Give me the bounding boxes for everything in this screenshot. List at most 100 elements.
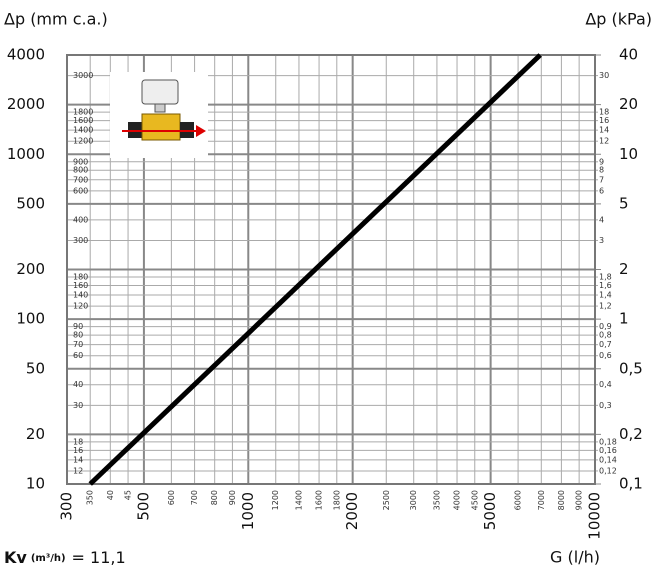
x-tick-label: 2000 <box>343 492 361 530</box>
x-minor-tick-label: 3000 <box>409 490 418 510</box>
y-tick-label: 10 <box>26 475 45 493</box>
icon-arrowhead <box>196 125 206 137</box>
y-minor-tick-label: 14 <box>73 455 83 464</box>
y-minor-tick-label: 12 <box>73 466 83 475</box>
y-minor-tick-label: 1200 <box>73 137 93 146</box>
data-line <box>88 53 542 486</box>
y2-minor-tick-label: 18 <box>599 108 609 117</box>
y2-minor-tick-label: 0,8 <box>599 331 612 340</box>
y-tick-label: 500 <box>16 194 45 212</box>
x-minor-tick-label: 1200 <box>271 490 280 510</box>
y2-minor-tick-label: 1,4 <box>599 291 612 300</box>
x-tick-label: 500 <box>134 492 152 521</box>
y-tick-label: 200 <box>16 260 45 278</box>
x-minor-tick-label: 4500 <box>470 490 479 510</box>
kv-label: Kv <box>4 548 27 567</box>
y-minor-tick-label: 70 <box>73 340 83 349</box>
y-minor-tick-label: 800 <box>73 166 88 175</box>
plot-frame <box>66 54 596 485</box>
x-minor-tick-label: 1400 <box>294 490 303 510</box>
y-minor-tick-label: 18 <box>73 437 83 446</box>
x-minor-tick-label: 1600 <box>315 490 324 510</box>
y-minor-tick-label: 700 <box>73 175 88 184</box>
y-tick-label: 2000 <box>7 95 45 113</box>
x-minor-tick-label: 350 <box>86 490 95 505</box>
y-tick-label: 100 <box>16 310 45 328</box>
y2-axis-label: Δp (kPa) <box>585 10 652 29</box>
y2-minor-tick-label: 0,6 <box>599 351 612 360</box>
y2-minor-tick-label: 0,4 <box>599 380 612 389</box>
y2-minor-tick-label: 1,2 <box>599 302 612 311</box>
y2-tick-label: 0,2 <box>619 425 643 443</box>
y2-minor-tick-label: 0,12 <box>599 466 617 475</box>
x-minor-tick-label: 3500 <box>432 490 441 510</box>
y2-minor-tick-label: 4 <box>599 215 604 224</box>
y-tick-label: 50 <box>26 359 45 377</box>
y2-minor-tick-label: 9 <box>599 157 604 166</box>
y2-minor-tick-label: 0,16 <box>599 446 617 455</box>
x-minor-tick-label: 4000 <box>453 490 462 510</box>
x-minor-tick-label: 700 <box>190 490 199 505</box>
y-tick-label: 4000 <box>7 46 45 64</box>
x-axis-label: G (l/h) <box>550 548 600 567</box>
y-minor-tick-label: 90 <box>73 322 83 331</box>
x-minor-tick-label: 600 <box>167 490 176 505</box>
kv-value: = 11,1 <box>72 548 126 567</box>
x-minor-tick-label: 2500 <box>382 490 391 510</box>
x-minor-tick-label: 900 <box>228 490 237 505</box>
x-minor-tick-label: 40 <box>106 490 115 500</box>
y2-minor-tick-label: 0,9 <box>599 322 612 331</box>
y-tick-label: 20 <box>26 425 45 443</box>
y2-tick-label: 40 <box>619 46 638 64</box>
x-tick-label: 5000 <box>481 492 499 530</box>
x-minor-tick-label: 6000 <box>514 490 523 510</box>
x-minor-tick-label: 9000 <box>575 490 584 510</box>
y2-minor-tick-label: 1,8 <box>599 273 612 282</box>
y-minor-tick-label: 180 <box>73 273 88 282</box>
y2-minor-tick-label: 12 <box>599 137 609 146</box>
y2-tick-label: 0,5 <box>619 359 643 377</box>
y2-tick-label: 10 <box>619 145 638 163</box>
y2-tick-label: 20 <box>619 95 638 113</box>
y-minor-tick-label: 300 <box>73 236 88 245</box>
y-minor-tick-label: 140 <box>73 291 88 300</box>
y-minor-tick-label: 80 <box>73 331 83 340</box>
y2-minor-tick-label: 6 <box>599 186 604 195</box>
y2-minor-tick-label: 0,7 <box>599 340 612 349</box>
y2-tick-label: 5 <box>619 194 629 212</box>
grid <box>66 54 601 485</box>
y-minor-tick-label: 160 <box>73 281 88 290</box>
y2-minor-tick-label: 0,18 <box>599 437 617 446</box>
y-minor-tick-label: 1800 <box>73 108 93 117</box>
y-minor-tick-label: 60 <box>73 351 83 360</box>
y2-minor-tick-label: 0,14 <box>599 455 617 464</box>
y2-minor-tick-label: 16 <box>599 116 609 125</box>
y2-tick-label: 2 <box>619 260 629 278</box>
kv-text: Kv (m³/h) = 11,1 <box>4 548 126 567</box>
valve-icon <box>110 72 208 158</box>
icon-stem <box>154 103 166 113</box>
kv-unit: (m³/h) <box>31 553 66 564</box>
x-minor-tick-label: 8000 <box>557 490 566 510</box>
y-minor-tick-label: 16 <box>73 446 83 455</box>
x-tick-label: 10000 <box>586 492 604 540</box>
y2-minor-tick-label: 7 <box>599 175 604 184</box>
y2-tick-label: 1 <box>619 310 629 328</box>
y-minor-tick-label: 900 <box>73 157 88 166</box>
x-tick-label: 300 <box>58 492 76 521</box>
y-minor-tick-label: 30 <box>73 401 83 410</box>
y-minor-tick-label: 120 <box>73 302 88 311</box>
y-minor-tick-label: 1400 <box>73 126 93 135</box>
y-minor-tick-label: 600 <box>73 186 88 195</box>
icon-body <box>141 113 181 141</box>
y2-minor-tick-label: 14 <box>599 126 609 135</box>
y-minor-tick-label: 400 <box>73 215 88 224</box>
y-axis-label: Δp (mm c.a.) <box>4 10 108 29</box>
y2-minor-tick-label: 8 <box>599 166 604 175</box>
y2-minor-tick-label: 3 <box>599 236 604 245</box>
y-minor-tick-label: 40 <box>73 380 83 389</box>
x-minor-tick-label: 7000 <box>537 490 546 510</box>
x-minor-tick-label: 800 <box>210 490 219 505</box>
